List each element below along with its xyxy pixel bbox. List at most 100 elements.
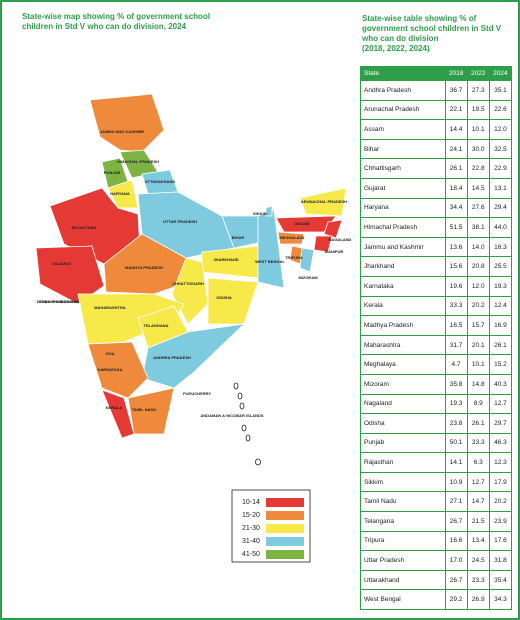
value-cell: 33.3 <box>466 432 490 454</box>
state-label: TRIPURA <box>285 255 303 260</box>
value-cell: 26.7 <box>444 511 468 532</box>
header-cell: 2022 <box>466 66 490 81</box>
state <box>87 341 149 399</box>
state-label: RAJASTHAN <box>72 225 97 230</box>
state-label: HARYANA <box>110 191 130 196</box>
value-cell: 12.4 <box>488 295 513 317</box>
state-label: CHHATTISGARH <box>172 281 204 286</box>
state <box>89 93 165 153</box>
table-subtitle: (2018, 2022, 2024) <box>362 44 430 53</box>
state-label: DADRA & NAGAR HAVELI AND DAMAN & DIU <box>37 299 79 304</box>
state-cell: Uttarakhand <box>360 569 446 591</box>
value-cell: 26.9 <box>466 589 490 611</box>
table-title: State-wise table showing % of government… <box>362 14 512 54</box>
state <box>107 179 139 209</box>
value-cell: 29.2 <box>444 589 468 611</box>
table-row: Madhya Pradesh 16.5 15.7 16.9 <box>360 315 513 336</box>
legend-swatch <box>266 550 304 559</box>
state-label: WEST BENGAL <box>255 259 285 264</box>
legend-label: 10-14 <box>242 499 260 506</box>
state <box>313 235 333 253</box>
table-row: Rajasthan 14.1 6.3 12.3 <box>360 452 513 473</box>
value-cell: 20.8 <box>466 256 490 277</box>
value-cell: 25.5 <box>488 256 513 277</box>
state-cell: Telangana <box>360 511 446 532</box>
value-cell: 24.5 <box>466 550 490 571</box>
states <box>35 93 347 439</box>
state-label: JHARKHAND <box>213 257 238 262</box>
value-cell: 20.2 <box>488 491 513 513</box>
state-label: ODISHA <box>216 295 232 300</box>
state-cell: Punjab <box>360 432 446 454</box>
table-row: Chhattisgarh 26.1 22.8 22.9 <box>360 158 513 179</box>
value-cell: 17.9 <box>488 471 513 493</box>
value-cell: 13.6 <box>444 236 468 258</box>
value-cell: 19.5 <box>466 99 490 121</box>
header-cell: 2024 <box>488 66 513 81</box>
state-label: GOA <box>105 351 114 356</box>
table-row: Sikkim 10.9 12.7 17.9 <box>360 471 513 493</box>
value-cell: 10.1 <box>466 119 490 140</box>
value-cell: 12.7 <box>488 393 513 415</box>
state <box>265 205 273 217</box>
state-label: MIZORAM <box>298 275 318 280</box>
value-cell: 15.2 <box>488 354 513 375</box>
legend-label: 41-50 <box>242 551 260 558</box>
state-cell: Meghalaya <box>360 354 446 375</box>
value-cell: 16.6 <box>444 530 468 552</box>
table-row: Meghalaya 4.7 10.1 15.2 <box>360 354 513 375</box>
value-cell: 10.9 <box>444 471 468 493</box>
value-cell: 27.3 <box>466 80 490 101</box>
value-cell: 40.3 <box>488 373 513 395</box>
value-cell: 20.2 <box>466 295 490 317</box>
state-label: UTTARAKHAND <box>145 179 176 184</box>
state-label: ARUNACHAL PRADESH <box>301 199 347 204</box>
state <box>207 277 259 325</box>
table-row: Telangana 26.7 21.5 23.9 <box>360 511 513 532</box>
state-cell: Tripura <box>360 530 446 552</box>
value-cell: 17.0 <box>444 550 468 571</box>
value-cell: 15.7 <box>466 315 490 336</box>
table-row: Odisha 23.8 26.1 29.7 <box>360 413 513 434</box>
table-row: Nagaland 19.3 8.9 12.7 <box>360 393 513 415</box>
table-row: West Bengal 29.2 26.9 34.3 <box>360 589 513 611</box>
value-cell: 29.7 <box>488 413 513 434</box>
table-row: Assam 14.4 10.1 12.0 <box>360 119 513 140</box>
state-cell: Chhattisgarh <box>360 158 446 179</box>
table-row: Punjab 50.1 33.3 46.3 <box>360 432 513 454</box>
value-cell: 12.0 <box>488 119 513 140</box>
value-cell: 26.1 <box>488 334 513 356</box>
value-cell: 26.7 <box>444 569 468 591</box>
value-cell: 46.3 <box>488 432 513 454</box>
state-cell: Jharkhand <box>360 256 446 277</box>
state-label: JAMMU AND KASHMIR <box>100 129 144 134</box>
state-label: GUJARAT <box>52 261 72 266</box>
legend-swatch <box>266 524 304 533</box>
value-cell: 34.3 <box>488 589 513 611</box>
data-table: State 2018 2022 2024 Andhra Pradesh 36.7 27.3… <box>360 66 513 611</box>
value-cell: 38.1 <box>466 217 490 238</box>
state-cell: Tamil Nadu <box>360 491 446 513</box>
state-cell: Mizoram <box>360 373 446 395</box>
state-label: MEGHALAYA <box>279 235 304 240</box>
state <box>289 245 303 265</box>
state-cell: Arunachal Pradesh <box>360 99 446 121</box>
value-cell: 16.5 <box>444 315 468 336</box>
table-row: Jharkhand 15.6 20.8 25.5 <box>360 256 513 277</box>
state <box>275 215 337 233</box>
value-cell: 8.9 <box>466 393 490 415</box>
value-cell: 16.9 <box>488 315 513 336</box>
value-cell: 16.3 <box>488 236 513 258</box>
value-cell: 32.5 <box>488 138 513 160</box>
value-cell: 14.4 <box>444 119 468 140</box>
state-cell: Nagaland <box>360 393 446 415</box>
table-row: Arunachal Pradesh 22.1 19.5 22.6 <box>360 99 513 121</box>
value-cell: 27.6 <box>466 197 490 219</box>
state-label: ANDAMAN & NICOBAR ISLANDS <box>200 413 263 418</box>
state-cell: Sikkim <box>360 471 446 493</box>
value-cell: 15.6 <box>444 256 468 277</box>
value-cell: 23.3 <box>466 569 490 591</box>
value-cell: 19.3 <box>444 393 468 415</box>
state-cell: Maharashtra <box>360 334 446 356</box>
state <box>277 231 305 245</box>
